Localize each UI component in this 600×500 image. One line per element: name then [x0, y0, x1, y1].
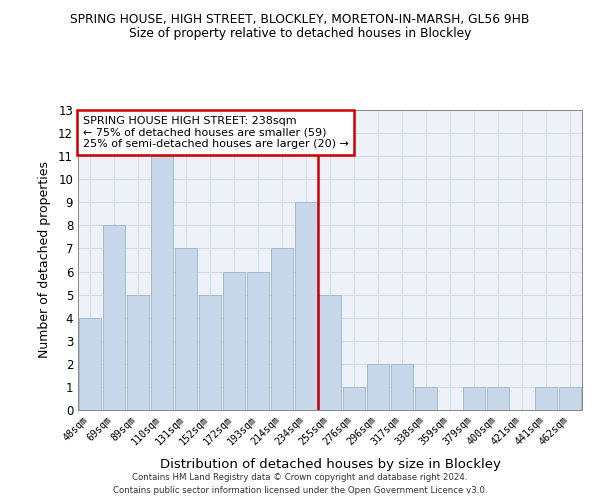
Bar [343, 387, 365, 410]
Bar [415, 387, 437, 410]
Bar [487, 387, 509, 410]
Text: Contains HM Land Registry data © Crown copyright and database right 2024.: Contains HM Land Registry data © Crown c… [132, 472, 468, 482]
Text: Contains public sector information licensed under the Open Government Licence v3: Contains public sector information licen… [113, 486, 487, 495]
Text: SPRING HOUSE, HIGH STREET, BLOCKLEY, MORETON-IN-MARSH, GL56 9HB: SPRING HOUSE, HIGH STREET, BLOCKLEY, MOR… [70, 12, 530, 26]
Bar [295, 202, 317, 410]
Bar [535, 387, 557, 410]
Bar [247, 272, 269, 410]
Bar [391, 364, 413, 410]
Y-axis label: Number of detached properties: Number of detached properties [38, 162, 51, 358]
Bar [151, 156, 173, 410]
Bar [271, 248, 293, 410]
Bar [79, 318, 101, 410]
Bar [319, 294, 341, 410]
Bar [367, 364, 389, 410]
Bar [127, 294, 149, 410]
Bar [175, 248, 197, 410]
Bar [223, 272, 245, 410]
X-axis label: Distribution of detached houses by size in Blockley: Distribution of detached houses by size … [160, 458, 500, 471]
Bar [559, 387, 581, 410]
Bar [199, 294, 221, 410]
Bar [103, 226, 125, 410]
Text: Size of property relative to detached houses in Blockley: Size of property relative to detached ho… [129, 28, 471, 40]
Bar [463, 387, 485, 410]
Text: SPRING HOUSE HIGH STREET: 238sqm
← 75% of detached houses are smaller (59)
25% o: SPRING HOUSE HIGH STREET: 238sqm ← 75% o… [83, 116, 349, 149]
